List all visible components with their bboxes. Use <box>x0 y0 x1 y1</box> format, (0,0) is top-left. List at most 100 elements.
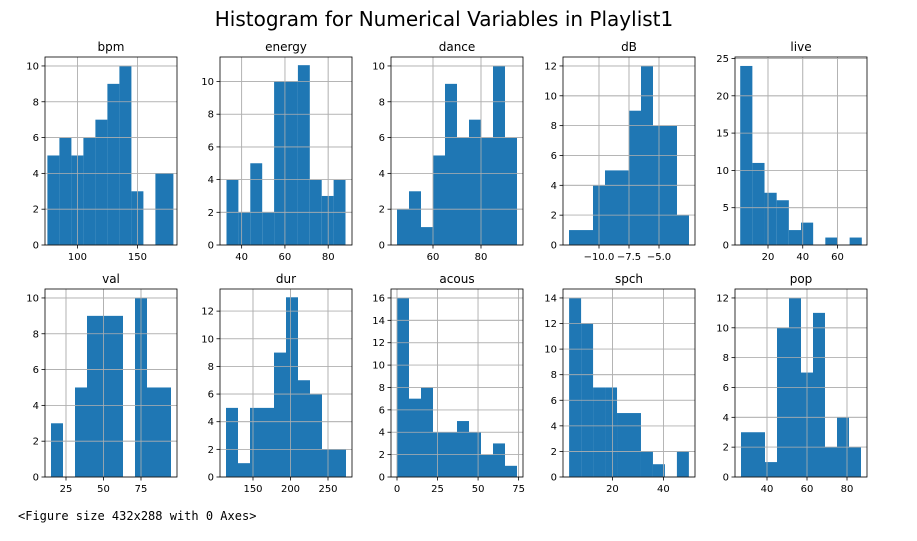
axes-frame <box>390 56 524 246</box>
histogram-bar <box>226 407 238 477</box>
histogram-acous: 0 2 4 6 8 10 12 14 16 0 25 50 75 acous <box>372 272 525 495</box>
y-tick-label: 0 <box>379 473 385 484</box>
y-tick-label: 8 <box>379 97 385 108</box>
histogram-bar <box>433 155 445 245</box>
y-tick-label: 10 <box>26 61 39 72</box>
y-tick-label: 4 <box>379 169 385 180</box>
x-tick-label: −5.0 <box>647 252 671 263</box>
histogram-bar <box>776 200 789 245</box>
y-tick-label: 4 <box>33 169 39 180</box>
histogram-bar <box>741 432 753 477</box>
histogram-bar <box>481 454 493 477</box>
histogram-bar <box>286 297 298 477</box>
histogram-bar <box>481 137 493 245</box>
y-tick-label: 2 <box>723 443 729 454</box>
x-tick-label: 50 <box>97 484 110 495</box>
x-tick-label: 40 <box>235 252 248 263</box>
histogram-bar <box>238 212 251 245</box>
y-tick-label: 10 <box>26 293 39 304</box>
histogram-bar <box>569 297 582 477</box>
histogram-bar <box>119 65 132 245</box>
histogram-val: 0 2 4 6 8 10 25 50 75 val <box>26 272 178 495</box>
histogram-figure: Histogram for Numerical Variables in Pla… <box>26 7 868 495</box>
y-tick-label: 6 <box>33 365 39 376</box>
histogram-spch: 0 2 4 6 8 10 12 14 20 40 spch <box>544 272 696 495</box>
y-tick-label: 5 <box>723 203 729 214</box>
histogram-pop: 0 2 4 6 8 10 12 40 60 80 pop <box>716 272 868 495</box>
histogram-bar <box>493 65 505 245</box>
subplot-title: bpm <box>98 40 125 54</box>
histogram-bar <box>505 137 517 245</box>
axes-frame <box>734 288 868 478</box>
axes-frame <box>734 56 868 246</box>
x-tick-label: 75 <box>512 484 525 495</box>
subplot-title: dB <box>621 40 637 54</box>
histogram-bar <box>469 119 481 245</box>
y-tick-label: 4 <box>33 401 39 412</box>
x-tick-label: 0 <box>394 484 400 495</box>
x-tick-label: 60 <box>427 252 440 263</box>
y-tick-label: 12 <box>372 338 385 349</box>
histogram-bar <box>752 162 765 245</box>
y-tick-label: 0 <box>379 241 385 252</box>
histogram-bar <box>334 449 346 477</box>
y-tick-label: 0 <box>551 241 557 252</box>
y-tick-label: 6 <box>723 383 729 394</box>
axes-frame <box>219 288 353 478</box>
axes-frame <box>390 288 524 478</box>
histogram-bar <box>753 432 765 477</box>
y-tick-label: 14 <box>544 293 557 304</box>
x-tick-label: 75 <box>135 484 148 495</box>
x-tick-label: 60 <box>279 252 292 263</box>
y-tick-label: 0 <box>208 241 214 252</box>
y-tick-label: 6 <box>379 405 385 416</box>
y-tick-label: 0 <box>551 473 557 484</box>
y-tick-label: 0 <box>33 473 39 484</box>
subplot-title: dance <box>439 40 476 54</box>
y-tick-label: 10 <box>544 91 557 102</box>
histogram-bar <box>801 222 814 245</box>
histogram-bar <box>605 387 618 477</box>
histogram-bar <box>825 447 837 477</box>
histogram-bar <box>397 209 409 245</box>
subplot-title: spch <box>615 272 643 286</box>
histogram-bar <box>445 83 457 245</box>
y-tick-label: 16 <box>372 293 385 304</box>
histogram-bar <box>250 163 263 245</box>
y-tick-label: 4 <box>723 413 729 424</box>
axes-frame <box>44 56 178 246</box>
histogram-bar <box>238 463 250 477</box>
y-tick-label: 2 <box>379 450 385 461</box>
y-tick-label: 2 <box>33 205 39 216</box>
histogram-bar <box>788 230 801 245</box>
histogram-bar <box>764 192 777 245</box>
y-tick-label: 8 <box>208 110 214 121</box>
y-tick-label: 12 <box>544 319 557 330</box>
x-tick-label: 150 <box>243 484 262 495</box>
histogram-bar <box>409 191 421 245</box>
x-tick-label: 250 <box>318 484 337 495</box>
axes-frame <box>44 288 178 478</box>
x-tick-label: 60 <box>831 252 844 263</box>
y-tick-label: 12 <box>544 61 557 72</box>
x-tick-label: 20 <box>762 252 775 263</box>
y-tick-label: 2 <box>208 208 214 219</box>
histogram-bar <box>777 327 789 477</box>
histogram-bar <box>75 387 87 477</box>
histogram-bar <box>321 195 334 245</box>
histogram-bar <box>581 230 593 245</box>
y-tick-label: 25 <box>716 54 729 65</box>
y-tick-label: 15 <box>716 129 729 140</box>
histogram-live: 0 5 10 15 20 25 20 40 60 live <box>716 40 868 263</box>
x-tick-label: 20 <box>606 484 619 495</box>
y-tick-label: 0 <box>723 473 729 484</box>
x-tick-label: 60 <box>801 484 814 495</box>
x-tick-label: 80 <box>841 484 854 495</box>
y-tick-label: 2 <box>208 445 214 456</box>
histogram-bar <box>640 451 653 477</box>
y-tick-label: 8 <box>33 329 39 340</box>
subplot-title: acous <box>439 272 474 286</box>
histogram-bar <box>825 237 838 245</box>
y-tick-label: 2 <box>551 447 557 458</box>
